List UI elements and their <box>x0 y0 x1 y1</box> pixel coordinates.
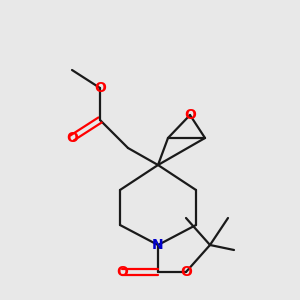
Text: O: O <box>180 265 192 279</box>
Text: N: N <box>152 238 164 252</box>
Text: O: O <box>66 131 78 145</box>
Text: O: O <box>184 108 196 122</box>
Text: O: O <box>116 265 128 279</box>
Text: O: O <box>94 81 106 95</box>
